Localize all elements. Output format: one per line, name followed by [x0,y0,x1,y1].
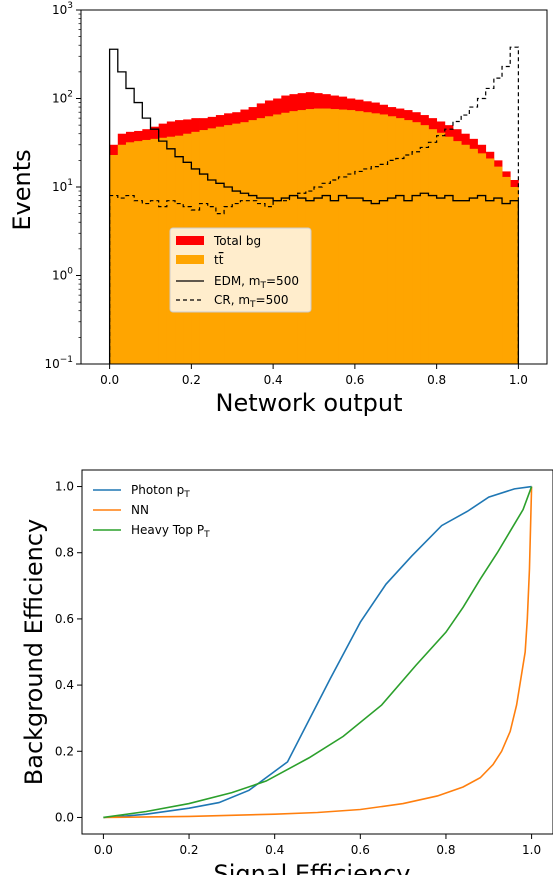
x-tick-label: 0.8 [427,373,446,387]
y-tick-label: 102 [52,90,73,106]
bar-ttbar [363,112,372,364]
y-tick-label: 0.6 [55,612,74,626]
y-tick-label: 0.4 [55,678,74,692]
x-tick-label: 0.6 [351,843,370,857]
bar-ttbar [125,142,135,364]
y-tick-label: 1.0 [55,480,74,494]
legend-label-ttbar: tt [214,253,224,267]
bar-ttbar [322,108,331,365]
x-axis-label: Network output [216,389,403,417]
y-axis-label: Background Efficiency [20,519,48,785]
bar-ttbar [412,122,421,364]
x-tick-label: 0.2 [182,373,201,387]
legend-swatch-total-bg [176,236,204,245]
bar-ttbar [469,148,478,364]
bar-ttbar [403,120,413,364]
x-tick-label: 1.0 [509,373,528,387]
legend-label-photon: Photon pT [131,483,190,500]
roc-line-heavy-top-pt [103,486,533,819]
bar-ttbar [134,141,143,364]
bar-ttbar [346,110,356,364]
x-tick-label: 0.0 [94,843,113,857]
y-tick-label: 10−1 [44,355,73,371]
y-tick-label: 103 [52,1,73,17]
legend-label-cr: CR, mT=500 [214,293,289,310]
x-tick-label: 0.2 [179,843,198,857]
bar-ttbar [142,139,151,364]
bar-ttbar [371,113,380,364]
legend-box [169,227,312,313]
x-tick-label: 1.0 [522,843,541,857]
bar-ttbar [502,176,511,364]
bar-ttbar [428,129,438,364]
y-tick-label: 0.0 [55,810,74,824]
bar-ttbar [444,136,454,364]
bar-ttbar [379,114,388,364]
y-tick-label: 0.2 [55,744,74,758]
histogram-chart: 0.0 0.2 0.4 0.6 0.8 1.0 10−1 100 101 102 103 Netw… [8,1,548,417]
roc-chart: 0.0 0.2 0.4 0.6 0.8 1.0 0.0 0.2 0.4 0.6 0.8 1.0 Si… [20,469,553,875]
bar-ttbar [452,141,462,364]
plot-frame [81,469,553,835]
x-axis-label: Signal Efficiency [214,860,411,875]
bar-ttbar [117,144,127,364]
y-tick-label: 0.8 [55,546,74,560]
legend: Photon pT NN Heavy Top PT [93,483,210,540]
bar-ttbar [330,109,339,364]
bar-ttbar [338,109,348,365]
y-tick-label: 101 [52,178,73,194]
y-axis-label: Events [8,149,36,230]
edm-step-line [108,48,520,364]
legend-swatch-ttbar [176,255,204,264]
bar-ttbar [354,111,364,365]
bar-ttbar [493,166,503,364]
x-tick-label: 0.4 [265,843,284,857]
bar-ttbar [109,154,119,364]
legend-label-total-bg: Total bg [213,234,261,248]
bar-ttbar [461,144,470,364]
bar-ttbar [485,158,495,364]
y-axis-ticks: 10−1 100 101 102 103 [44,1,81,371]
bar-ttbar [387,116,397,364]
bar-ttbar [477,153,487,364]
roc-curves [103,485,533,819]
x-tick-label: 0.0 [100,373,119,387]
legend-label-nn: NN [131,503,149,517]
x-tick-label: 0.6 [345,373,364,387]
bar-ttbar [150,138,160,364]
roc-line-nn [103,486,533,819]
bar-ttbar [158,137,168,364]
bar-ttbar [395,118,405,365]
y-tick-label: 100 [52,267,73,283]
bar-ttbar [510,187,519,364]
cr-step-line [109,46,519,364]
legend: Total bg tt EDM, mT=500 CR, mT=500 [169,227,312,313]
y-axis-ticks: 0.0 0.2 0.4 0.6 0.8 1.0 [55,480,82,824]
bar-ttbar [436,132,446,364]
x-axis-ticks: 0.0 0.2 0.4 0.6 0.8 1.0 [100,364,528,387]
bar-ttbar [314,108,323,365]
x-tick-label: 0.4 [264,373,283,387]
legend-label-heavy-top: Heavy Top PT [131,523,210,540]
roc-line-photon-pt [103,485,532,819]
x-tick-label: 0.8 [436,843,455,857]
legend-label-edm: EDM, mT=500 [214,274,299,291]
x-axis-ticks: 0.0 0.2 0.4 0.6 0.8 1.0 [94,834,541,857]
bar-ttbar [420,125,429,365]
